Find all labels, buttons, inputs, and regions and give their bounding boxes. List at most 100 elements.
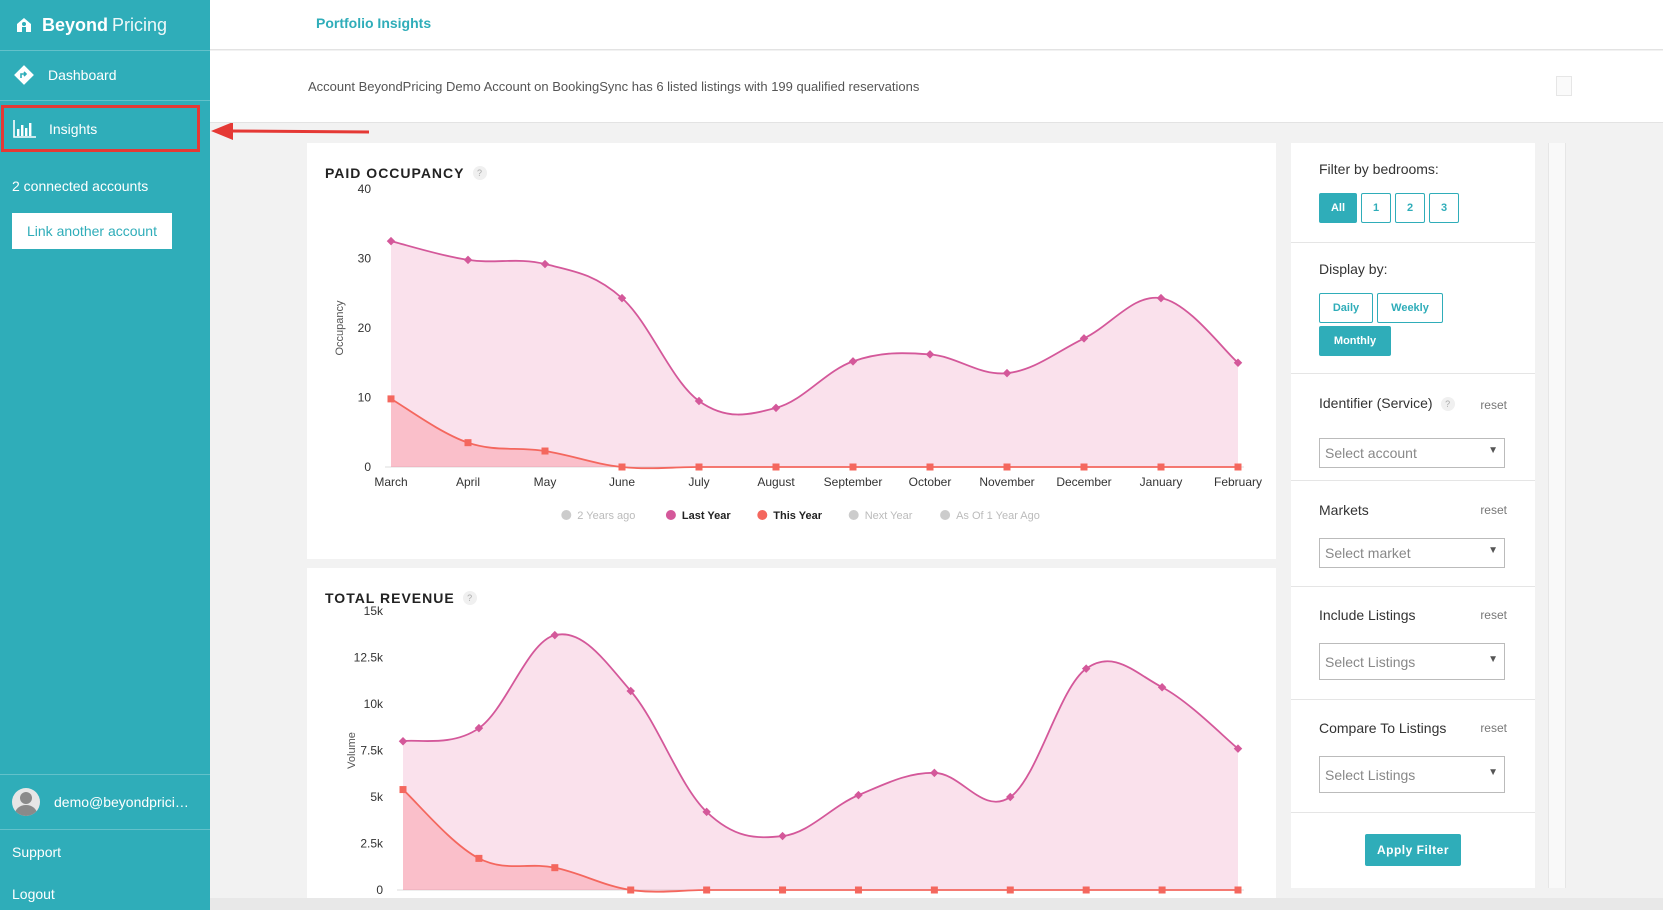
legend-item: As Of 1 Year Ago xyxy=(956,510,1040,522)
x-tick-label: December xyxy=(1056,475,1111,489)
caret-down-icon: ▼ xyxy=(1488,767,1498,778)
y-tick-label: 5k xyxy=(370,790,384,804)
account-info-bar: Account BeyondPricing Demo Account on Bo… xyxy=(210,51,1663,123)
y-tick-label: 0 xyxy=(376,883,383,897)
compare-listings-section: Compare To Listings reset Select Listing… xyxy=(1291,700,1535,813)
include-listings-label: Include Listings xyxy=(1319,607,1416,623)
total-revenue-card: TOTAL REVENUE ? 0 2.5k 5k 7.5k 10k 12.5k 15k Vo… xyxy=(307,568,1276,898)
legend-marker xyxy=(757,510,768,520)
display-monthly-button[interactable]: Monthly xyxy=(1319,326,1391,356)
x-tick-label: August xyxy=(757,475,795,489)
display-weekly-button[interactable]: Weekly xyxy=(1377,293,1443,323)
data-point xyxy=(1157,463,1165,471)
include-listings-section: Include Listings reset Select Listings ▼ xyxy=(1291,587,1535,700)
data-point xyxy=(694,396,704,406)
compare-listings-select[interactable]: Select Listings ▼ xyxy=(1319,756,1505,793)
data-point xyxy=(695,463,703,471)
data-point xyxy=(627,886,635,894)
legend-marker xyxy=(848,510,859,520)
page-title[interactable]: Portfolio Insights xyxy=(316,15,432,31)
bedrooms-section: Filter by bedrooms: All 1 2 3 xyxy=(1291,143,1535,243)
x-tick-label: February xyxy=(1214,475,1262,489)
identifier-section: Identifier (Service)? reset Select accou… xyxy=(1291,374,1535,481)
y-tick-label: 15k xyxy=(364,604,384,618)
x-tick-label: April xyxy=(456,475,480,489)
house-logo-icon xyxy=(17,18,31,32)
data-point xyxy=(779,886,787,894)
user-email: demo@beyondprici… xyxy=(54,794,189,810)
divider xyxy=(0,100,210,101)
y-tick-label: 2.5k xyxy=(360,837,384,851)
data-point xyxy=(386,236,396,246)
markets-reset-link[interactable]: reset xyxy=(1480,503,1507,517)
red-arrow-annotation xyxy=(211,122,370,140)
legend-marker xyxy=(940,510,951,520)
compare-listings-label: Compare To Listings xyxy=(1319,720,1447,736)
series-area-this-year xyxy=(391,398,1238,469)
bedrooms-3-button[interactable]: 3 xyxy=(1429,193,1459,223)
data-point xyxy=(540,259,550,269)
x-tick-label: November xyxy=(979,475,1034,489)
data-point xyxy=(464,439,472,447)
help-icon[interactable]: ? xyxy=(462,591,477,605)
link-another-account-button[interactable]: Link another account xyxy=(12,213,172,249)
bedrooms-1-button[interactable]: 1 xyxy=(1361,193,1391,223)
account-info-text: Account BeyondPricing Demo Account on Bo… xyxy=(308,79,920,94)
horizontal-scrollbar[interactable] xyxy=(210,898,1663,910)
markets-section: Markets reset Select market ▼ xyxy=(1291,481,1535,587)
y-tick-label: 10 xyxy=(358,391,372,405)
bar-chart-icon xyxy=(13,117,37,141)
chart-title: PAID OCCUPANCY ? xyxy=(325,165,487,181)
logout-link[interactable]: Logout xyxy=(12,886,55,902)
include-listings-select[interactable]: Select Listings ▼ xyxy=(1319,643,1505,680)
data-point xyxy=(463,255,473,265)
x-tick-label: September xyxy=(824,475,883,489)
include-reset-link[interactable]: reset xyxy=(1480,608,1507,622)
nav-dashboard[interactable]: Dashboard xyxy=(0,50,210,100)
user-menu[interactable]: demo@beyondprici… xyxy=(0,775,210,829)
series-line-this-year xyxy=(390,398,1238,470)
connected-accounts-text: 2 connected accounts xyxy=(12,178,149,194)
y-axis-label: Volume xyxy=(346,732,358,769)
legend-item: 2 Years ago xyxy=(577,510,635,522)
y-tick-label: 20 xyxy=(358,321,372,335)
bedrooms-2-button[interactable]: 2 xyxy=(1395,193,1425,223)
nav-insights-label: Insights xyxy=(49,120,98,137)
data-point xyxy=(854,886,862,894)
bedrooms-all-button[interactable]: All xyxy=(1319,193,1357,223)
display-daily-button[interactable]: Daily xyxy=(1319,293,1373,323)
series-area-last-year xyxy=(403,634,1238,890)
identifier-reset-link[interactable]: reset xyxy=(1480,398,1507,412)
data-point xyxy=(1234,463,1242,471)
x-tick-label: July xyxy=(688,475,709,489)
identifier-select[interactable]: Select account ▼ xyxy=(1319,438,1505,468)
caret-down-icon: ▼ xyxy=(1488,445,1498,456)
data-point xyxy=(1003,463,1011,471)
x-tick-label: June xyxy=(609,475,635,489)
total-revenue-chart: 0 2.5k 5k 7.5k 10k 12.5k 15k Volume xyxy=(346,604,1244,897)
compare-reset-link[interactable]: reset xyxy=(1480,721,1507,735)
caret-down-icon: ▼ xyxy=(1488,545,1498,556)
help-icon[interactable]: ? xyxy=(472,166,487,180)
data-point xyxy=(618,463,626,471)
top-bar: Portfolio Insights xyxy=(210,0,1663,50)
data-point xyxy=(474,723,484,733)
y-tick-label: 30 xyxy=(358,252,372,266)
scrollbar-track[interactable] xyxy=(1548,143,1566,888)
help-icon[interactable]: ? xyxy=(1440,397,1455,412)
data-point xyxy=(1158,886,1166,894)
data-point xyxy=(399,786,407,794)
nav-insights[interactable]: Insights xyxy=(1,105,200,152)
support-link[interactable]: Support xyxy=(12,844,62,860)
data-point xyxy=(1082,886,1090,894)
y-tick-label: 40 xyxy=(358,182,372,196)
apply-filter-button[interactable]: Apply Filter xyxy=(1365,834,1461,866)
data-point xyxy=(771,403,781,413)
data-point xyxy=(551,864,559,872)
markets-label: Markets xyxy=(1319,502,1369,518)
data-point xyxy=(772,463,780,471)
brand-logo[interactable]: Beyond Pricing xyxy=(14,12,167,38)
scroll-stub xyxy=(1556,76,1572,96)
markets-select[interactable]: Select market ▼ xyxy=(1319,538,1505,568)
data-point xyxy=(626,686,635,696)
